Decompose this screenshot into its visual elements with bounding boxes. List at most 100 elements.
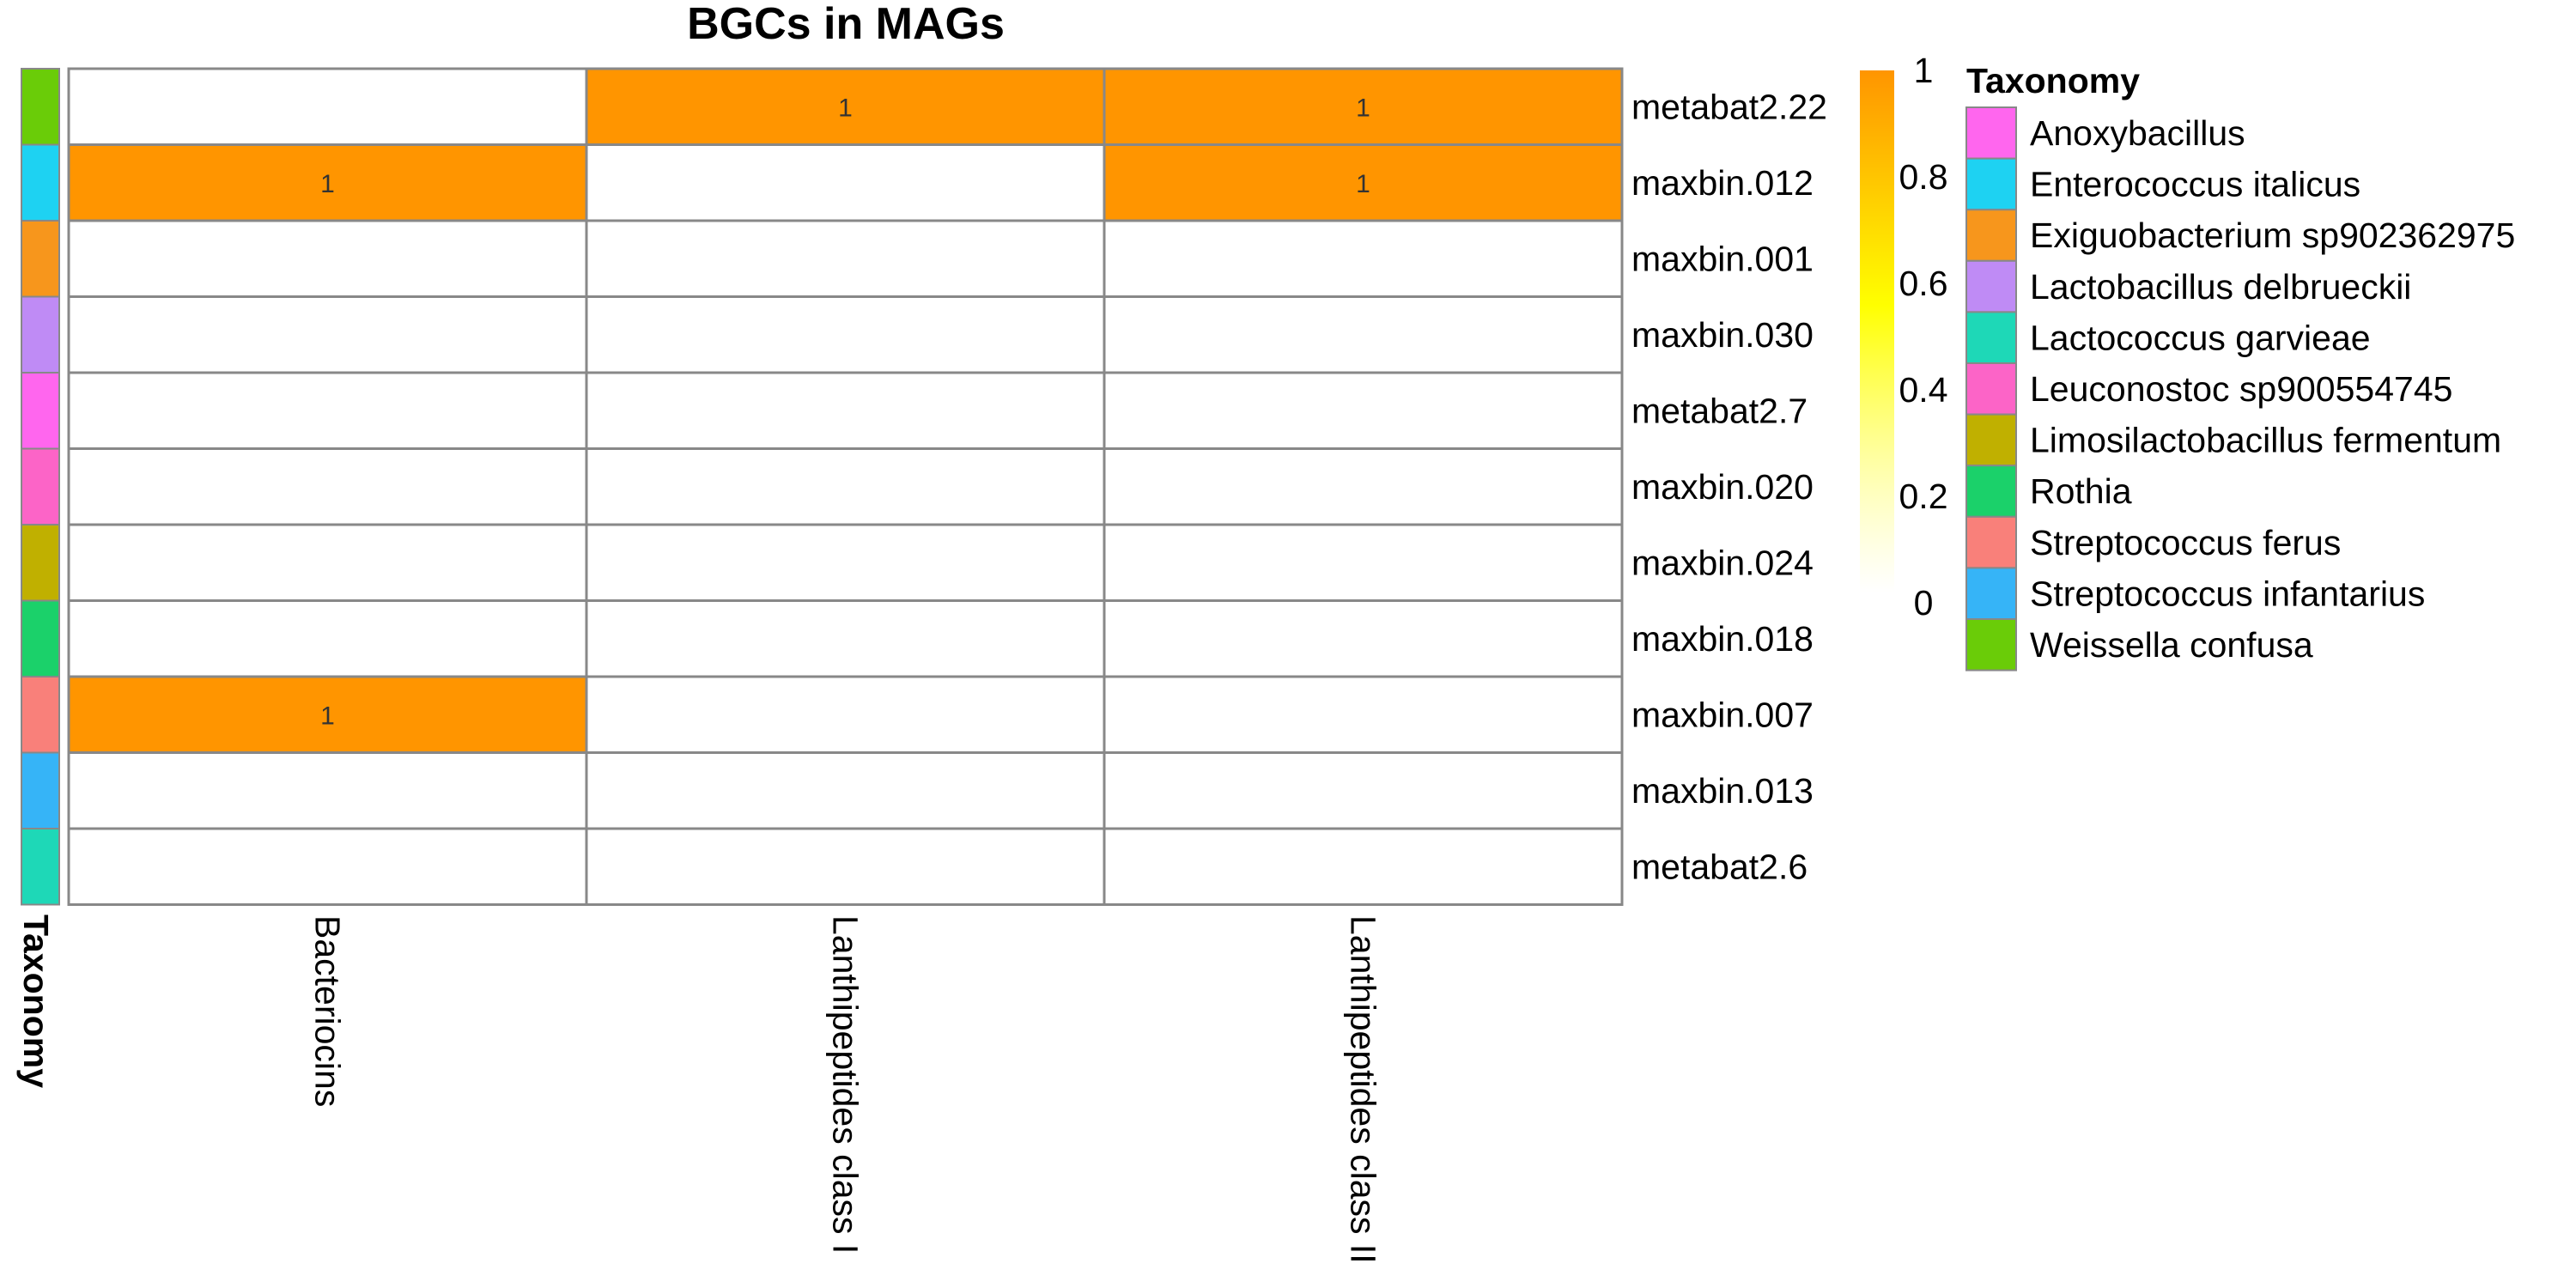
heatmap-cells: 1 1 1 1 1 — [67, 67, 1624, 906]
cell-value-label: 1 — [838, 94, 853, 122]
column-labels: Bacteriocins Lanthipeptides class I Lanthi… — [308, 915, 1383, 1264]
legend-label: Rothia — [2030, 471, 2132, 511]
color-scale-tick-label: 0 — [1914, 583, 1934, 623]
heatmap-cell — [67, 827, 588, 906]
legend-swatch — [1965, 618, 2017, 671]
cell-value-label: 1 — [320, 702, 335, 730]
heatmap-cell — [585, 675, 1106, 754]
legend-label: Lactobacillus delbrueckii — [2030, 267, 2411, 307]
heatmap-cell — [585, 219, 1106, 298]
legend-swatch — [1965, 362, 2017, 416]
row-label: maxbin.020 — [1631, 467, 1814, 507]
color-scale-tick-label: 0.6 — [1899, 264, 1948, 303]
heatmap-cell — [1103, 219, 1624, 298]
heatmap-cell — [585, 67, 1106, 146]
heatmap-cell — [585, 143, 1106, 222]
heatmap-cell — [585, 523, 1106, 602]
legend-swatch — [1965, 209, 2017, 262]
taxonomy-annotation-cell — [21, 220, 60, 298]
color-scale-legend: 1 0.8 0.6 0.4 0.2 0 — [1860, 51, 1948, 623]
cell-value-label: 1 — [320, 170, 335, 198]
heatmap-cell — [1103, 523, 1624, 602]
taxonomy-annotation-cell — [21, 524, 60, 602]
legend-swatch — [1965, 567, 2017, 621]
taxonomy-annotation-cell — [21, 599, 60, 677]
heatmap-cell — [1103, 371, 1624, 450]
heatmap-cell — [1103, 675, 1624, 754]
cell-value-label: 1 — [1356, 94, 1370, 122]
taxonomy-annotation-cell — [21, 372, 60, 450]
legend-label: Streptococcus infantarius — [2030, 574, 2425, 613]
heatmap-cell — [67, 219, 588, 298]
row-label: maxbin.018 — [1631, 619, 1814, 659]
row-label: maxbin.001 — [1631, 239, 1814, 278]
heatmap-cell — [585, 371, 1106, 450]
taxonomy-annotation-cell — [21, 295, 60, 374]
color-scale-tick-label: 0.4 — [1899, 370, 1948, 410]
legend-swatch — [1965, 311, 2017, 364]
heatmap-cell — [67, 523, 588, 602]
legend-label: Limosilactobacillus fermentum — [2030, 421, 2501, 460]
row-label: maxbin.013 — [1631, 771, 1814, 811]
annotation-axis-label: Taxonomy — [16, 914, 56, 1088]
taxonomy-annotation-cell — [21, 751, 60, 829]
taxonomy-annotation-cell — [21, 828, 60, 906]
heatmap-cell — [67, 143, 588, 222]
heatmap-cell — [1103, 751, 1624, 830]
taxonomy-annotation-strip — [21, 68, 60, 906]
row-label: maxbin.030 — [1631, 315, 1814, 355]
column-label: Lanthipeptides class I — [826, 915, 866, 1254]
legend-label: Lactococcus garvieae — [2030, 318, 2371, 357]
heatmap-cell — [67, 751, 588, 830]
row-label: metabat2.7 — [1631, 391, 1807, 430]
legend-swatch — [1965, 106, 2017, 160]
row-label: maxbin.012 — [1631, 163, 1814, 203]
color-scale-tick-label: 0.2 — [1899, 477, 1948, 516]
heatmap-cell — [585, 599, 1106, 678]
heatmap-cell — [585, 751, 1106, 830]
heatmap-cell — [585, 447, 1106, 526]
row-label: maxbin.024 — [1631, 543, 1814, 582]
row-label: metabat2.6 — [1631, 847, 1807, 886]
color-scale-bar — [1860, 70, 1894, 592]
legend-swatch — [1965, 157, 2017, 211]
legend-swatch — [1965, 515, 2017, 569]
heatmap-cell — [585, 295, 1106, 374]
taxonomy-annotation-cell — [21, 676, 60, 754]
heatmap-cell — [1103, 447, 1624, 526]
heatmap-cell — [1103, 67, 1624, 146]
row-labels: metabat2.22 maxbin.012 maxbin.001 maxbin.03… — [1631, 87, 1827, 886]
legend-label: Exiguobacterium sp902362975 — [2030, 216, 2515, 255]
legend-label: Anoxybacillus — [2030, 113, 2245, 153]
taxonomy-legend-title: Taxonomy — [1966, 61, 2140, 100]
legend-label: Weissella confusa — [2030, 625, 2313, 665]
legend-swatch — [1965, 413, 2017, 467]
legend-label: Enterococcus italicus — [2030, 165, 2360, 204]
color-scale-tick-label: 1 — [1914, 51, 1934, 90]
chart-title: BGCs in MAGs — [687, 0, 1005, 49]
legend-label: Streptococcus ferus — [2030, 523, 2341, 562]
row-label: maxbin.007 — [1631, 695, 1814, 734]
legend-label: Leuconostoc sp900554745 — [2030, 369, 2452, 409]
heatmap-cell — [1103, 143, 1624, 222]
taxonomy-annotation-cell — [21, 143, 60, 222]
taxonomy-annotation-cell — [21, 447, 60, 526]
legend-swatch — [1965, 465, 2017, 518]
heatmap-cell — [67, 371, 588, 450]
taxonomy-legend: Taxonomy Anoxybacillus Enterococcus itali… — [1965, 61, 2515, 671]
taxonomy-legend-items: Anoxybacillus Enterococcus italicus Exiguo… — [1965, 106, 2515, 671]
heatmap-cell — [1103, 827, 1624, 906]
column-label: Lanthipeptides class II — [1344, 915, 1383, 1264]
column-label: Bacteriocins — [308, 915, 348, 1107]
cell-value-label: 1 — [1356, 170, 1370, 198]
row-label: metabat2.22 — [1631, 87, 1827, 126]
heatmap-cell — [585, 827, 1106, 906]
heatmap-cell — [67, 67, 588, 146]
color-scale-tick-label: 0.8 — [1899, 157, 1948, 197]
color-scale-ticks: 1 0.8 0.6 0.4 0.2 0 — [1899, 51, 1948, 623]
heatmap-cell — [67, 295, 588, 374]
heatmap-cell — [67, 599, 588, 678]
heatmap-cell — [1103, 295, 1624, 374]
taxonomy-annotation-cell — [21, 68, 60, 146]
